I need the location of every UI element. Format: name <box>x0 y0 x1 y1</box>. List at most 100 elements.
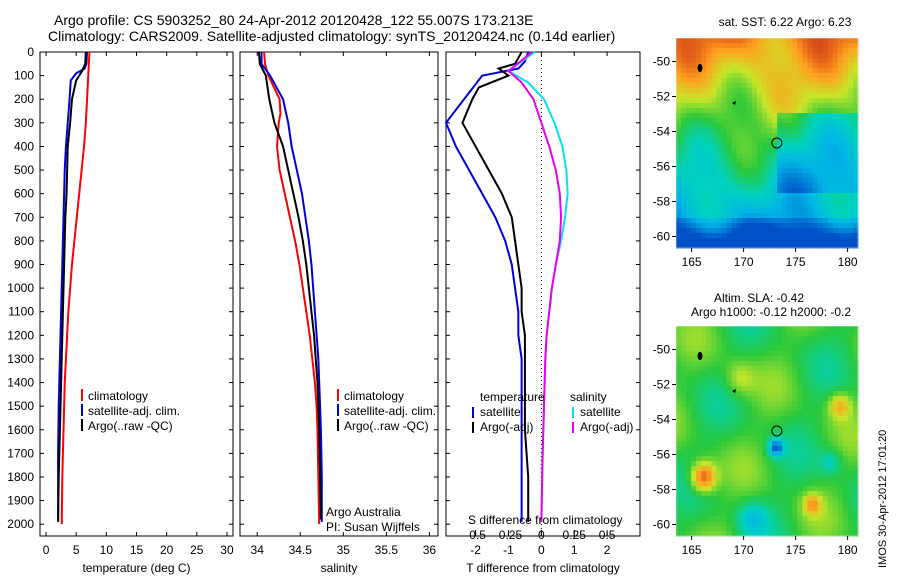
heatmap-cell <box>731 421 738 427</box>
heatmap-cell <box>696 496 702 502</box>
heatmap-cell <box>807 491 814 497</box>
heatmap-cell <box>787 133 793 139</box>
heatmap-cell <box>822 376 829 382</box>
heatmap-cell <box>787 203 793 209</box>
heatmap-cell <box>696 208 702 214</box>
heatmap-cell <box>696 401 702 407</box>
heatmap-cell <box>797 351 803 357</box>
heatmap-cell <box>726 366 733 372</box>
heatmap-cell <box>847 88 854 94</box>
heatmap-cell <box>832 351 839 357</box>
heatmap-cell <box>807 401 814 407</box>
heatmap-cell <box>807 228 814 234</box>
heatmap-cell <box>676 78 682 84</box>
heatmap-cell <box>802 381 809 387</box>
heatmap-cell <box>827 63 834 69</box>
heatmap-cell <box>842 118 849 124</box>
heatmap-cell <box>822 43 829 49</box>
heatmap-cell <box>827 113 834 119</box>
heatmap-cell <box>746 446 753 452</box>
heatmap-cell <box>827 138 834 144</box>
heatmap-cell <box>812 356 819 362</box>
heatmap-cell <box>792 208 798 214</box>
heatmap-cell <box>787 228 793 234</box>
heatmap-cell <box>792 416 798 422</box>
heatmap-cell <box>817 381 824 387</box>
heatmap-cell <box>676 233 682 239</box>
heatmap-cell <box>696 153 702 159</box>
heatmap-cell <box>807 98 814 104</box>
heatmap-cell <box>852 38 859 44</box>
heatmap-cell <box>802 83 809 89</box>
heatmap-cell <box>711 118 718 124</box>
heatmap-cell <box>746 233 753 239</box>
heatmap-cell <box>852 63 859 69</box>
heatmap-cell <box>797 421 803 427</box>
heatmap-cell <box>756 346 763 352</box>
heatmap-cell <box>716 421 723 427</box>
heatmap-cell <box>842 491 849 497</box>
heatmap-cell <box>797 331 803 337</box>
heatmap-cell <box>731 526 738 532</box>
heatmap-cell <box>777 451 783 457</box>
heatmap-cell <box>827 83 834 89</box>
heatmap-cell <box>701 346 707 352</box>
heatmap-cell <box>681 223 687 229</box>
heatmap-cell <box>716 506 723 512</box>
heatmap-cell <box>832 501 839 507</box>
heatmap-cell <box>792 341 798 347</box>
heatmap-cell <box>741 63 748 69</box>
heatmap-cell <box>716 336 723 342</box>
heatmap-cell <box>832 43 839 49</box>
heatmap-cell <box>812 376 819 382</box>
heatmap-cell <box>711 178 718 184</box>
heatmap-cell <box>691 218 697 224</box>
heatmap-cell <box>797 138 803 144</box>
heatmap-cell <box>837 163 844 169</box>
heatmap-cell <box>731 341 738 347</box>
xtick-label: -1 <box>503 543 514 557</box>
heatmap-cell <box>767 461 773 467</box>
legend-label: satellite-adj. clim. <box>88 404 180 418</box>
heatmap-cell <box>696 376 702 382</box>
heatmap-cell <box>802 173 809 179</box>
heatmap-cell <box>802 411 809 417</box>
heatmap-cell <box>736 381 743 387</box>
heatmap-cell <box>817 38 824 44</box>
heatmap-cell <box>736 193 743 199</box>
heatmap-cell <box>837 128 844 134</box>
heatmap-cell <box>787 456 793 462</box>
heatmap-cell <box>837 118 844 124</box>
heatmap-cell <box>802 218 809 224</box>
heatmap-cell <box>792 228 798 234</box>
heatmap-cell <box>741 233 748 239</box>
heatmap-cell <box>686 48 692 54</box>
heatmap-cell <box>807 421 814 427</box>
heatmap-cell <box>706 88 712 94</box>
heatmap-cell <box>681 38 687 44</box>
heatmap-cell <box>847 361 854 367</box>
heatmap-cell <box>756 486 763 492</box>
heatmap-cell <box>792 441 798 447</box>
heatmap-cell <box>852 511 859 517</box>
heatmap-cell <box>772 193 778 199</box>
heatmap-cell <box>767 158 773 164</box>
heatmap-cell <box>802 193 809 199</box>
heatmap-cell <box>736 73 743 79</box>
heatmap-cell <box>847 446 854 452</box>
heatmap-cell <box>807 336 814 342</box>
heatmap-cell <box>802 416 809 422</box>
heatmap-cell <box>792 491 798 497</box>
heatmap-cell <box>726 98 733 104</box>
heatmap-cell <box>706 416 712 422</box>
heatmap-cell <box>787 381 793 387</box>
heatmap-cell <box>756 526 763 532</box>
heatmap-cell <box>832 158 839 164</box>
heatmap-cell <box>706 491 712 497</box>
heatmap-cell <box>756 421 763 427</box>
heatmap-cell <box>701 168 707 174</box>
heatmap-cell <box>706 461 712 467</box>
heatmap-cell <box>832 173 839 179</box>
heatmap-cell <box>797 223 803 229</box>
heatmap-cell <box>696 103 702 109</box>
